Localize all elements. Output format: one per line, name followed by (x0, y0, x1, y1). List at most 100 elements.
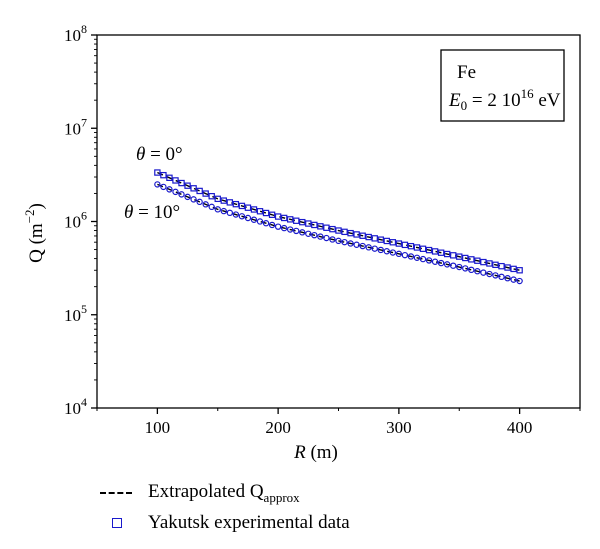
circle-marker (178, 191, 185, 198)
legend-label-extrapolated-sub: approx (263, 489, 300, 505)
circle-marker (226, 209, 234, 217)
circle-marker (232, 211, 240, 218)
square-marker (498, 262, 505, 270)
circle-marker (395, 250, 403, 258)
square-marker (305, 220, 312, 227)
series-1-square-marker (154, 169, 523, 274)
circle-marker (407, 253, 415, 260)
square-marker (450, 252, 457, 259)
legend: Extrapolated Qapprox Yakutsk experimenta… (100, 478, 350, 538)
circle-marker (413, 254, 421, 261)
square-marker (347, 229, 354, 237)
x-tick-label-100: 100 (145, 418, 171, 437)
circle-marker (196, 198, 203, 206)
square-marker (166, 174, 173, 181)
square-marker (504, 264, 511, 271)
circle-marker (190, 196, 197, 203)
square-marker (383, 237, 391, 245)
square-marker (250, 206, 258, 213)
square-marker (232, 200, 240, 208)
square-marker (172, 177, 179, 184)
square-marker (262, 209, 270, 217)
circle-marker (437, 259, 445, 267)
series-0-dashed-line (157, 171, 520, 271)
circle-marker (504, 275, 511, 282)
circle-marker (280, 224, 288, 232)
square-marker (287, 216, 294, 223)
circle-marker (305, 230, 312, 237)
circle-marker (359, 242, 366, 250)
circle-marker (208, 203, 215, 211)
circle-marker (317, 233, 324, 240)
square-marker (323, 224, 330, 231)
square-marker (474, 257, 481, 264)
dashed-line-swatch (100, 483, 144, 503)
annotation-theta-0: θ = 0° (136, 144, 183, 165)
square-marker (401, 241, 409, 249)
square-marker (365, 233, 372, 241)
square-marker (516, 267, 523, 274)
square-marker (486, 260, 493, 267)
circle-marker (341, 238, 348, 246)
circle-marker (311, 231, 318, 239)
square-marker (468, 256, 475, 263)
square-marker (280, 214, 288, 222)
circle-marker (262, 220, 270, 227)
square-marker (419, 245, 427, 252)
circle-marker (287, 226, 294, 233)
square-marker (492, 261, 499, 269)
square-marker (184, 182, 191, 189)
square-marker (341, 228, 348, 236)
circle-marker (510, 276, 517, 283)
square-marker (226, 199, 234, 206)
y-tick-label-7: 107 (64, 115, 87, 138)
y-tick-label-8: 108 (64, 22, 87, 45)
series-3-circle-marker (154, 181, 523, 285)
circle-marker (214, 206, 221, 213)
dashed-curve (157, 183, 520, 282)
x-tick-label-200: 200 (265, 418, 291, 437)
circle-marker (365, 244, 372, 251)
circle-marker (431, 258, 439, 265)
circle-marker (244, 214, 252, 222)
square-marker (202, 190, 209, 197)
square-marker (353, 231, 360, 238)
annotation-theta-10: θ = 10° (124, 202, 180, 223)
series-2-dashed-line (157, 183, 520, 282)
x-axis-title: R (m) (293, 442, 338, 463)
circle-marker (371, 245, 378, 252)
circle-marker (425, 257, 433, 264)
legend-item-extrapolated: Extrapolated Qapprox (100, 478, 350, 508)
circle-marker (166, 186, 173, 193)
info-box-element: Fe (457, 62, 476, 83)
square-marker (244, 204, 252, 211)
square-marker (407, 242, 415, 250)
circle-marker (299, 229, 306, 236)
circle-marker (498, 273, 505, 281)
square-marker (431, 248, 439, 255)
square-marker (274, 213, 282, 220)
circle-marker (335, 237, 342, 245)
circle-marker (462, 265, 469, 272)
circle-marker (468, 266, 475, 274)
square-marker (214, 195, 221, 203)
square-marker (220, 197, 227, 204)
square-marker (425, 246, 433, 254)
square-marker (462, 254, 469, 262)
square-marker (359, 232, 366, 239)
circle-marker (480, 269, 487, 276)
square-marker (389, 239, 397, 246)
square-marker (480, 258, 487, 266)
circle-marker (492, 272, 499, 279)
square-marker (196, 187, 203, 195)
circle-marker (450, 262, 457, 269)
circle-marker (220, 207, 227, 215)
y-tick-label-4: 104 (64, 395, 87, 418)
y-tick-label-6: 106 (64, 209, 87, 232)
square-marker (190, 185, 197, 192)
circle-marker (329, 236, 336, 243)
square-marker (238, 202, 246, 210)
square-marker (443, 250, 451, 258)
square-marker (208, 193, 215, 200)
